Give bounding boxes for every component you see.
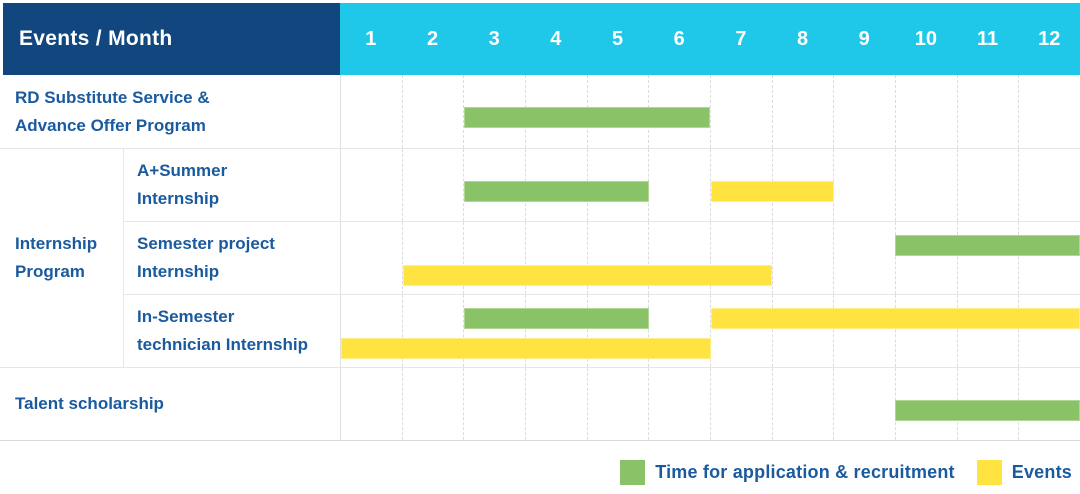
month-gridline — [649, 295, 712, 367]
month-gridline — [1019, 295, 1080, 367]
row-label-a-plus-summer: A+Summer Internship — [124, 148, 340, 221]
gantt-bar-recruitment — [895, 235, 1080, 256]
legend-label-events: Events — [1011, 461, 1072, 482]
legend-label-recruitment: Time for application & recruitment — [655, 461, 955, 482]
month-grid — [341, 222, 1080, 294]
month-gridline — [526, 222, 588, 294]
month-gridline — [1019, 222, 1080, 294]
gantt-row-semester-project — [340, 221, 1080, 294]
month-tick-label: 11 — [976, 27, 999, 50]
month-gridline — [649, 222, 712, 294]
legend-item-events: Events — [976, 459, 1072, 485]
month-gridline — [341, 295, 403, 367]
month-tick-label: 10 — [914, 27, 937, 50]
gantt-row-talent-scholarship — [340, 367, 1080, 440]
month-gridline — [896, 222, 958, 294]
month-gridline — [403, 75, 465, 148]
month-gridline — [341, 75, 403, 148]
month-gridline — [464, 222, 527, 294]
gantt-bar-event — [341, 338, 711, 359]
gantt-bar-recruitment — [895, 400, 1080, 421]
row-label-in-semester-technician: In-Semester technician Internship — [124, 294, 340, 367]
month-gridline — [464, 368, 527, 440]
month-tick-label: 4 — [550, 27, 562, 50]
legend: Time for application & recruitment Event… — [620, 455, 1072, 489]
month-gridline — [403, 149, 465, 221]
month-gridline — [526, 295, 588, 367]
month-grid — [341, 75, 1080, 148]
month-tick-label: 9 — [858, 27, 870, 50]
month-gridline — [588, 368, 650, 440]
month-gridline — [588, 295, 650, 367]
month-header-row: 1 2 3 4 5 6 7 8 9 10 11 12 — [340, 3, 1080, 75]
month-gridline — [834, 75, 897, 148]
month-gridline — [464, 295, 527, 367]
row-label-talent-scholarship: Talent scholarship — [0, 367, 340, 440]
month-gridline — [341, 222, 403, 294]
month-tick-label: 7 — [735, 27, 747, 50]
month-grid — [341, 295, 1080, 367]
month-gridline — [958, 222, 1020, 294]
gantt-bar-event — [402, 265, 773, 286]
month-gridline — [773, 222, 835, 294]
month-tick-label: 5 — [611, 27, 624, 50]
month-gridline — [958, 295, 1020, 367]
month-gridline — [834, 222, 897, 294]
month-gridline — [773, 368, 835, 440]
month-gridline — [403, 368, 465, 440]
month-gridline — [834, 149, 897, 221]
month-gridline — [773, 295, 835, 367]
month-gridline — [773, 149, 835, 221]
month-gridline — [958, 75, 1020, 148]
month-tick-label: 8 — [796, 27, 809, 50]
month-gridline — [588, 222, 650, 294]
month-tick-label: 1 — [365, 27, 377, 50]
month-tick-label: 2 — [426, 27, 439, 50]
month-gridline — [773, 75, 835, 148]
month-gridline — [526, 368, 588, 440]
month-gridline — [649, 75, 712, 148]
gantt-row-rd-substitute — [340, 75, 1080, 148]
month-gridline — [711, 75, 773, 148]
row-label-semester-project: Semester project Internship — [124, 221, 340, 294]
month-gridline — [834, 295, 897, 367]
month-gridline — [711, 295, 773, 367]
legend-item-recruitment: Time for application & recruitment — [620, 459, 955, 485]
month-gridline — [896, 149, 958, 221]
month-gridline — [834, 368, 897, 440]
gantt-bar-recruitment — [464, 308, 649, 329]
events-color-swatch — [976, 459, 1002, 485]
month-gridline — [649, 149, 712, 221]
month-gridline — [1019, 149, 1080, 221]
gantt-bar-recruitment — [464, 181, 649, 202]
month-gridline — [1019, 75, 1080, 148]
recruitment-color-swatch — [620, 459, 646, 485]
month-gridline — [711, 222, 773, 294]
month-gridline — [403, 295, 465, 367]
gantt-row-in-semester-technician — [340, 294, 1080, 367]
gantt-row-a-plus-summer — [340, 148, 1080, 221]
gantt-bar-event — [710, 181, 834, 202]
month-tick-label: 6 — [673, 27, 685, 50]
month-gridline — [896, 75, 958, 148]
gantt-bar-event — [710, 308, 1080, 329]
group-label-internship-program: Internship Program — [0, 148, 124, 367]
month-gridline — [403, 222, 465, 294]
month-gridline — [711, 368, 773, 440]
month-tick-label: 3 — [488, 27, 500, 50]
month-gridline — [649, 368, 712, 440]
gantt-body: RD Substitute Service & Advance Offer Pr… — [0, 75, 1080, 441]
month-tick-label: 12 — [1038, 27, 1061, 50]
month-gridline — [896, 295, 958, 367]
chart-title: Events / Month — [3, 3, 340, 75]
month-gridline — [341, 149, 403, 221]
month-gridline — [958, 149, 1020, 221]
month-gridline — [341, 368, 403, 440]
row-label-rd-substitute: RD Substitute Service & Advance Offer Pr… — [15, 87, 210, 135]
gantt-bar-recruitment — [464, 107, 711, 128]
